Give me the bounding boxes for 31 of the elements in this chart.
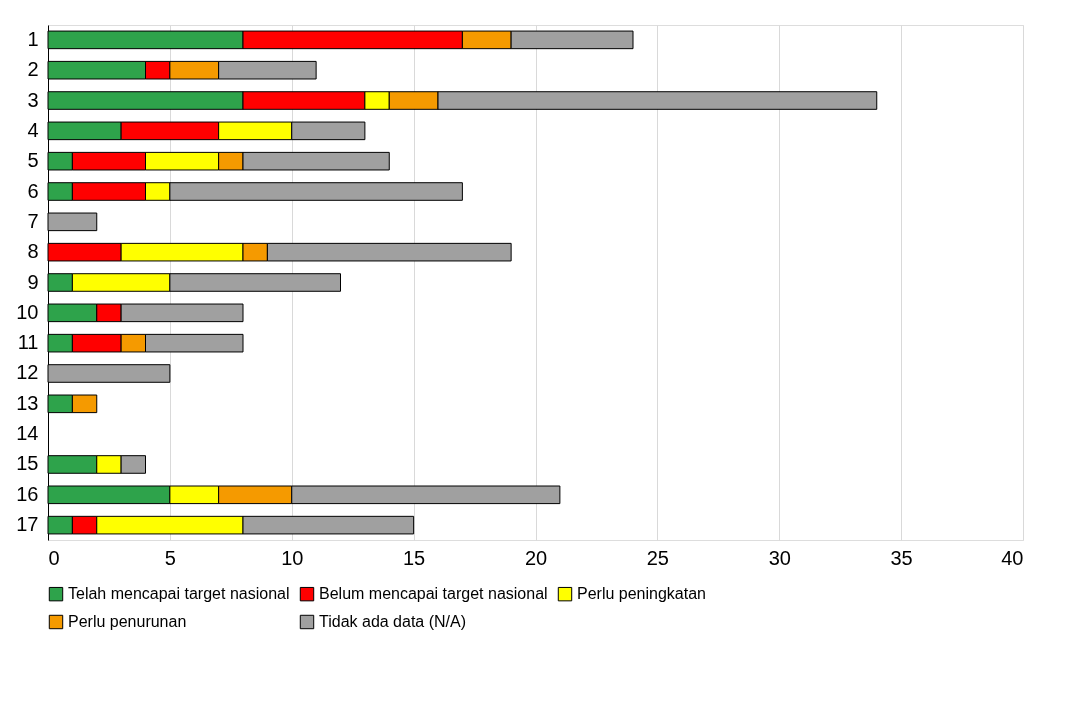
y-tick-label: 17 <box>16 513 39 536</box>
y-tick-label: 13 <box>16 391 39 414</box>
y-tick-label: 5 <box>27 149 39 172</box>
x-tick-label: 25 <box>646 546 669 569</box>
legend-label: Perlu peningkatan <box>577 585 706 603</box>
legend-label: Telah mencapai target nasional <box>68 585 290 603</box>
x-tick-label: 0 <box>48 546 60 569</box>
x-tick-label: 5 <box>164 546 176 569</box>
x-tick-label: 20 <box>524 546 548 569</box>
legend-label: Tidak ada data (N/A) <box>319 613 467 630</box>
y-tick-label: 15 <box>16 452 39 475</box>
x-tick-label: 35 <box>890 546 913 569</box>
x-tick-label: 40 <box>1001 546 1024 569</box>
y-tick-label: 1 <box>27 27 39 50</box>
y-tick-label: 16 <box>16 482 39 505</box>
x-tick-label: 30 <box>768 546 791 569</box>
legend-label: Perlu penurunan <box>68 613 187 630</box>
y-tick-label: 4 <box>27 118 39 141</box>
y-tick-label: 14 <box>16 422 39 445</box>
legend-label: Belum mencapai target nasional <box>319 585 548 603</box>
y-tick-label: 2 <box>27 58 39 81</box>
y-tick-label: 11 <box>17 331 39 354</box>
y-tick-label: 6 <box>27 179 39 202</box>
y-tick-label: 7 <box>27 209 39 232</box>
y-tick-label: 12 <box>16 361 39 384</box>
y-tick-label: 10 <box>16 300 39 323</box>
x-tick-label: 10 <box>281 546 304 569</box>
x-tick-label: 15 <box>403 546 426 569</box>
y-tick-label: 8 <box>27 240 39 263</box>
y-tick-label: 3 <box>27 88 39 111</box>
y-tick-label: 9 <box>27 270 39 293</box>
